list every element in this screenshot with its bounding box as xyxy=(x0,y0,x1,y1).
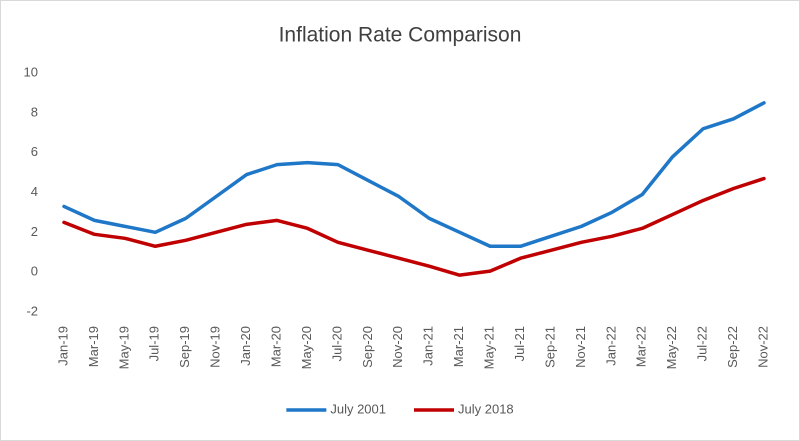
x-tick-label: Mar-21 xyxy=(451,326,466,367)
legend-label: July 2018 xyxy=(458,401,514,416)
y-tick-label: -2 xyxy=(26,303,38,318)
series-line xyxy=(62,101,766,249)
x-tick-label: Nov-19 xyxy=(208,326,223,368)
y-tick-label: 6 xyxy=(31,144,38,159)
x-tick-label: Mar-22 xyxy=(634,326,649,367)
x-tick-label: May-21 xyxy=(482,326,497,369)
x-tick-label: Jul-22 xyxy=(695,326,710,361)
x-tick-label: May-19 xyxy=(116,326,131,369)
x-tick-label: Jan-20 xyxy=(238,326,253,366)
x-tick-label: Mar-19 xyxy=(86,326,101,367)
x-tick-label: Jan-21 xyxy=(421,326,436,366)
series-line xyxy=(62,176,766,277)
y-tick-label: 10 xyxy=(24,64,38,79)
x-tick-label: Jul-19 xyxy=(147,326,162,361)
x-tick-label: Nov-21 xyxy=(573,326,588,368)
y-tick-label: 2 xyxy=(31,224,38,239)
legend-label: July 2001 xyxy=(330,401,386,416)
x-tick-label: Jul-20 xyxy=(329,326,344,361)
x-tick-label: Mar-20 xyxy=(268,326,283,367)
x-tick-label: May-20 xyxy=(299,326,314,369)
x-tick-label: Nov-22 xyxy=(755,326,770,368)
x-tick-label: Jul-21 xyxy=(512,326,527,361)
x-tick-label: Sep-22 xyxy=(725,326,740,368)
y-tick-label: 0 xyxy=(31,264,38,279)
x-tick-label: Jan-22 xyxy=(603,326,618,366)
x-tick-label: Sep-20 xyxy=(360,326,375,368)
x-tick-label: Sep-19 xyxy=(177,326,192,368)
x-tick-label: Nov-20 xyxy=(390,326,405,368)
chart-title: Inflation Rate Comparison xyxy=(279,24,522,47)
y-tick-label: 4 xyxy=(31,184,38,199)
x-tick-label: Jan-19 xyxy=(55,326,70,366)
x-tick-label: May-22 xyxy=(664,326,679,369)
y-tick-label: 8 xyxy=(31,104,38,119)
x-tick-label: Sep-21 xyxy=(542,326,557,368)
